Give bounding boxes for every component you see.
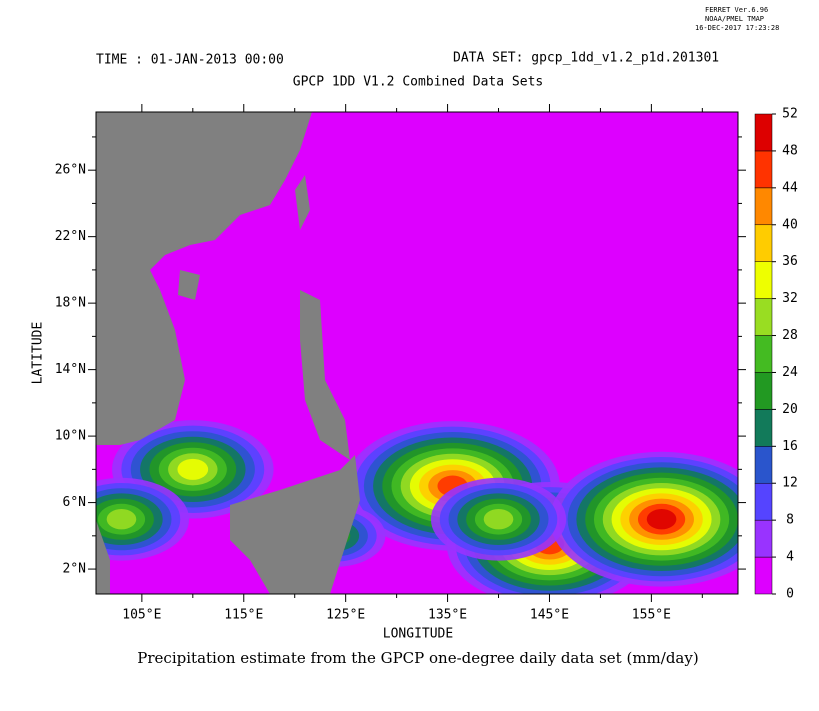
colorbar-swatch: [754, 261, 773, 299]
org-label: NOAA/PMEL TMAP: [705, 15, 764, 23]
y-tick-label: 2°N: [63, 562, 86, 577]
x-tick-label: 105°E: [122, 608, 161, 623]
land-asia: [96, 112, 312, 445]
y-axis-label: LATITUDE: [31, 322, 46, 385]
colorbar-swatch: [754, 113, 773, 152]
colorbar-label: 48: [782, 143, 798, 158]
colorbar-swatch: [754, 446, 773, 484]
colorbar-swatch: [754, 187, 773, 226]
x-tick-label: 135°E: [428, 608, 467, 623]
dataset-label: DATA SET: gpcp_1dd_v1.2_p1d.201301: [453, 51, 719, 66]
chart-title: GPCP 1DD V1.2 Combined Data Sets: [293, 75, 543, 90]
colorbar-swatch: [754, 224, 773, 262]
land-sumatra: [96, 520, 110, 594]
colorbar-label: 20: [782, 402, 798, 417]
plot-frame: [95, 111, 739, 595]
colorbar-swatch: [754, 409, 773, 447]
land: [96, 112, 360, 594]
colorbar-label: 28: [782, 328, 798, 343]
caption: Precipitation estimate from the GPCP one…: [137, 649, 698, 667]
land-taiwan: [295, 175, 310, 230]
colorbar-label: 44: [782, 180, 798, 195]
colorbar-swatch: [754, 556, 773, 595]
colorbar-label: 0: [786, 587, 794, 602]
colorbar-swatch: [754, 335, 773, 373]
land-hainan: [178, 270, 200, 300]
colorbar-label: 12: [782, 476, 798, 491]
land-borneo: [230, 455, 360, 594]
timestamp-label: 16-DEC-2017 17:23:28: [695, 24, 779, 32]
precip-peak: [483, 509, 514, 530]
x-tick-label: 145°E: [530, 608, 569, 623]
colorbar-swatch: [754, 372, 773, 410]
precip-peak: [177, 458, 209, 480]
y-tick-label: 26°N: [55, 163, 86, 178]
colorbar-label: 52: [782, 107, 798, 122]
y-tick-label: 14°N: [55, 362, 86, 377]
colorbar-swatch: [754, 150, 773, 189]
colorbar-label: 24: [782, 365, 798, 380]
colorbar-swatch: [754, 298, 773, 336]
colorbar-label: 16: [782, 439, 798, 454]
colorbar-label: 32: [782, 291, 798, 306]
precip-peak: [106, 509, 137, 530]
y-tick-label: 6°N: [63, 495, 86, 510]
precip-peak: [646, 509, 677, 530]
x-axis-label: LONGITUDE: [383, 627, 453, 642]
program-label: FERRET Ver.6.96: [705, 6, 768, 14]
y-tick-label: 10°N: [55, 429, 86, 444]
x-tick-label: 125°E: [326, 608, 365, 623]
colorbar-label: 8: [786, 513, 794, 528]
field: [96, 112, 738, 594]
land-philippines: [300, 290, 350, 460]
colorbar-swatch: [754, 519, 773, 558]
colorbar-label: 40: [782, 217, 798, 232]
colorbar-label: 4: [786, 550, 794, 565]
x-tick-label: 155°E: [632, 608, 671, 623]
time-label: TIME : 01-JAN-2013 00:00: [96, 53, 284, 68]
y-tick-label: 18°N: [55, 296, 86, 311]
colorbar-swatch: [754, 482, 773, 521]
y-tick-label: 22°N: [55, 229, 86, 244]
colorbar-label: 36: [782, 254, 798, 269]
x-tick-label: 115°E: [224, 608, 263, 623]
